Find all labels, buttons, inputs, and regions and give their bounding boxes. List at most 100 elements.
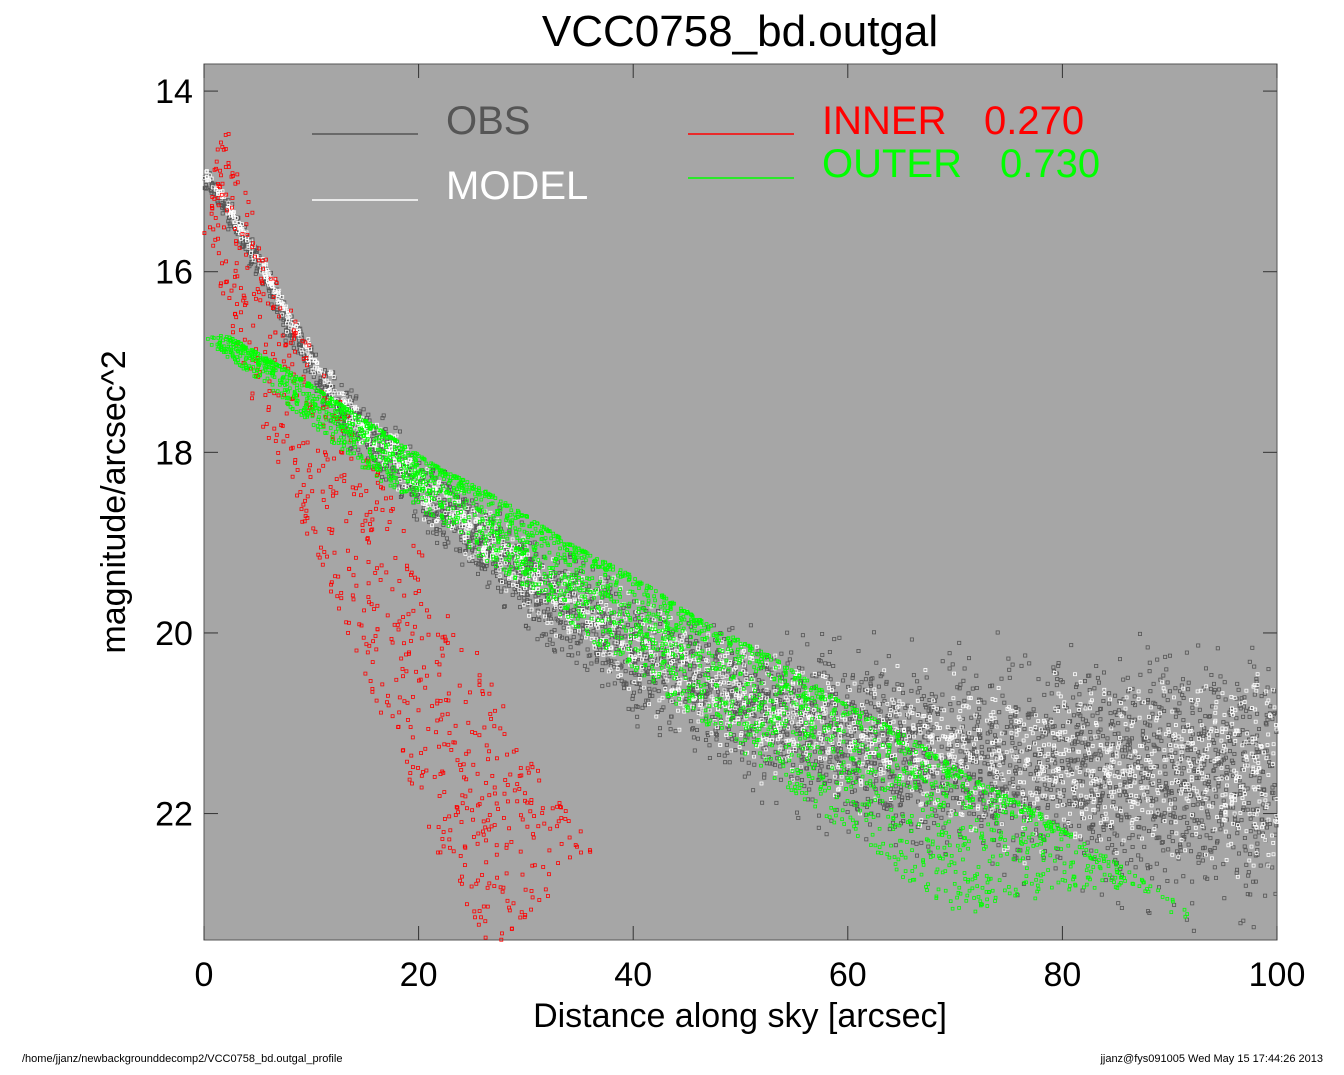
- obs-point: [612, 681, 617, 686]
- obs-point: [961, 678, 966, 683]
- obs-point: [974, 673, 979, 678]
- obs-point: [1066, 763, 1071, 768]
- obs-point: [1255, 711, 1260, 716]
- obs-point: [1111, 723, 1116, 728]
- obs-point: [1061, 793, 1066, 798]
- obs-point: [1095, 838, 1100, 843]
- obs-point: [1051, 773, 1056, 778]
- obs-point: [1125, 754, 1130, 759]
- obs-point: [977, 697, 982, 702]
- obs-point: [580, 622, 585, 627]
- obs-point: [676, 676, 681, 681]
- obs-point: [704, 681, 709, 686]
- obs-point: [1189, 737, 1194, 742]
- obs-point: [1213, 747, 1218, 752]
- obs-point: [607, 635, 612, 640]
- obs-point: [977, 706, 982, 711]
- obs-point: [827, 650, 832, 655]
- obs-point: [1014, 833, 1019, 838]
- obs-point: [1166, 847, 1171, 852]
- obs-point: [1245, 892, 1250, 897]
- obs-point: [1113, 693, 1118, 698]
- obs-point: [1116, 731, 1121, 736]
- obs-point: [949, 788, 954, 793]
- obs-point: [785, 661, 790, 666]
- obs-point: [1231, 845, 1236, 850]
- obs-point: [1242, 844, 1247, 849]
- obs-point: [1216, 780, 1221, 785]
- obs-point: [1196, 643, 1201, 648]
- obs-point: [1137, 825, 1142, 830]
- obs-point: [1146, 754, 1151, 759]
- obs-point: [1172, 805, 1177, 810]
- obs-point: [1142, 844, 1147, 849]
- obs-point: [658, 726, 663, 731]
- obs-point: [1135, 760, 1140, 765]
- obs-point: [1190, 833, 1195, 838]
- obs-point: [915, 679, 920, 684]
- obs-point: [945, 746, 950, 751]
- obs-point: [895, 682, 900, 687]
- obs-point: [1089, 757, 1094, 762]
- obs-point: [535, 637, 540, 642]
- obs-point: [704, 643, 709, 648]
- obs-point: [1217, 819, 1222, 824]
- obs-point: [850, 675, 855, 680]
- obs-point: [751, 734, 756, 739]
- obs-point: [841, 678, 846, 683]
- obs-point: [982, 700, 987, 705]
- obs-point: [1019, 663, 1024, 668]
- obs-point: [1186, 687, 1191, 692]
- obs-point: [844, 722, 849, 727]
- obs-point: [1172, 797, 1177, 802]
- obs-point: [707, 743, 712, 748]
- obs-point: [565, 636, 570, 641]
- obs-point: [800, 778, 805, 783]
- obs-point: [1101, 827, 1106, 832]
- plot-area: [203, 63, 1278, 941]
- obs-point: [1185, 756, 1190, 761]
- obs-point: [723, 760, 728, 765]
- obs-point: [1058, 799, 1063, 804]
- obs-point: [647, 680, 652, 685]
- obs-point: [1203, 714, 1208, 719]
- obs-point: [267, 294, 272, 299]
- obs-point: [1139, 700, 1144, 705]
- obs-point: [1252, 692, 1257, 697]
- obs-point: [837, 635, 842, 640]
- obs-point: [1168, 689, 1173, 694]
- obs-point: [1055, 788, 1060, 793]
- obs-point: [1214, 794, 1219, 799]
- obs-point: [1100, 814, 1105, 819]
- obs-point: [927, 712, 932, 717]
- obs-point: [958, 749, 963, 754]
- obs-point: [724, 742, 729, 747]
- obs-point: [1184, 650, 1189, 655]
- obs-point: [1222, 896, 1227, 901]
- obs-point: [545, 642, 550, 647]
- obs-point: [816, 825, 821, 830]
- obs-point: [1238, 789, 1243, 794]
- obs-point: [249, 259, 254, 264]
- obs-point: [1007, 667, 1012, 672]
- obs-point: [1169, 820, 1174, 825]
- obs-point: [1231, 773, 1236, 778]
- obs-point: [1092, 686, 1097, 691]
- obs-point: [947, 666, 952, 671]
- obs-point: [985, 754, 990, 759]
- obs-point: [742, 774, 747, 779]
- obs-point: [690, 649, 695, 654]
- obs-point: [485, 584, 490, 589]
- obs-point: [1251, 879, 1256, 884]
- obs-point: [1048, 787, 1053, 792]
- obs-point: [760, 800, 765, 805]
- obs-point: [752, 762, 757, 767]
- obs-point: [936, 712, 941, 717]
- obs-point: [915, 824, 920, 829]
- obs-point: [972, 747, 977, 752]
- obs-point: [427, 520, 432, 525]
- obs-point: [785, 732, 790, 737]
- obs-point: [864, 837, 869, 842]
- obs-points: [202, 170, 1279, 933]
- obs-point: [568, 645, 573, 650]
